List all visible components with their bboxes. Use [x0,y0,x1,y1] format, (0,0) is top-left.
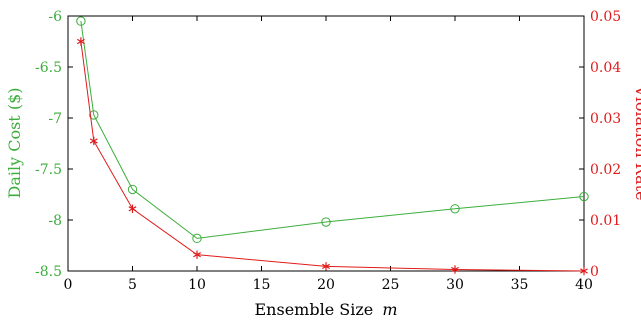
x-tick-label: 15 [253,277,271,293]
y-right-tick-label: 0.03 [590,111,621,127]
x-tick-label: 25 [382,277,400,293]
y-right-tick-label: 0.01 [590,213,621,229]
data-point-asterisk [451,265,459,274]
y-left-tick-label: -8.5 [35,264,62,280]
series-line [80,21,585,239]
data-point-asterisk [193,250,201,259]
x-tick-label: 20 [317,277,335,293]
data-point-circle [192,233,202,244]
plot-area [67,15,585,272]
data-point-circle [76,16,86,26]
x-tick-label: 10 [188,277,206,293]
y-left-tick-label: -6.5 [35,60,62,76]
y-right-tick-label: 0.04 [590,60,621,76]
x-axis-title-variable: m [382,300,397,319]
y-right-tick-label: 0 [590,264,599,280]
x-tick-label: 30 [446,277,464,293]
data-point-circle [89,110,99,120]
y-left-tick-label: -6 [48,9,62,25]
asterisk-stroke [193,252,201,258]
y-left-tick-label: -7.5 [35,162,62,178]
data-point-asterisk [128,204,137,213]
x-axis-title: Ensemble Size m [255,300,398,319]
plot-frame [67,15,585,272]
data-point-asterisk [89,136,98,146]
series-right-asterisk [76,37,588,276]
y-axis-left: -8.5 -8 -7.5 -7 -6.5 -6 [35,9,73,280]
data-point-circle [321,217,331,227]
asterisk-stroke [128,206,137,212]
data-point-circle [579,191,589,202]
asterisk-stroke [89,138,98,144]
data-point-circle [127,184,138,195]
x-axis-title-text: Ensemble Size [255,300,374,319]
y-right-tick-label: 0.02 [590,162,621,178]
x-tick-label: 35 [511,277,529,293]
y-right-tick-label: 0.05 [590,9,621,25]
y-axis-right-title: Violation Rate [632,84,641,200]
y-left-tick-label: -7 [48,111,62,127]
asterisk-stroke [322,263,330,270]
x-tick-label: 40 [575,277,593,293]
asterisk-stroke [580,268,588,274]
series-layer [76,16,589,276]
y-left-tick-label: -8 [48,213,62,229]
x-tick-label: 5 [128,277,137,293]
data-point-asterisk [76,37,85,46]
data-point-asterisk [322,262,330,271]
y-axis-right: 0 0.01 0.02 0.03 0.04 0.05 [579,9,621,280]
x-axis: 0 5 10 15 20 25 30 35 40 [64,16,593,293]
series-left-circle [76,16,589,244]
y-axis-left-title: Daily Cost ($) [5,88,24,199]
asterisk-stroke [451,266,459,273]
series-line [80,41,585,272]
asterisk-stroke [76,38,85,45]
data-point-circle [450,204,460,214]
x-tick-label: 0 [64,277,73,293]
data-point-asterisk [580,266,588,276]
